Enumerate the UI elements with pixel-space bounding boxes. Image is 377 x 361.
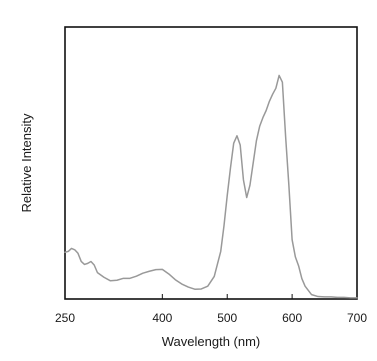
plot-area-frame	[64, 26, 358, 300]
x-tick-label: 700	[347, 311, 367, 325]
x-tick-label: 600	[282, 311, 302, 325]
series-group	[64, 74, 358, 299]
x-axis-ticks: 250 400 500 600 700	[55, 294, 367, 325]
spectrum-line	[64, 74, 358, 299]
x-axis-label: Wavelength (nm)	[162, 334, 261, 349]
y-axis-label: Relative Intensity	[19, 113, 34, 212]
x-tick-label: 250	[55, 311, 75, 325]
x-tick-label: 400	[152, 311, 172, 325]
x-tick-label: 500	[217, 311, 237, 325]
